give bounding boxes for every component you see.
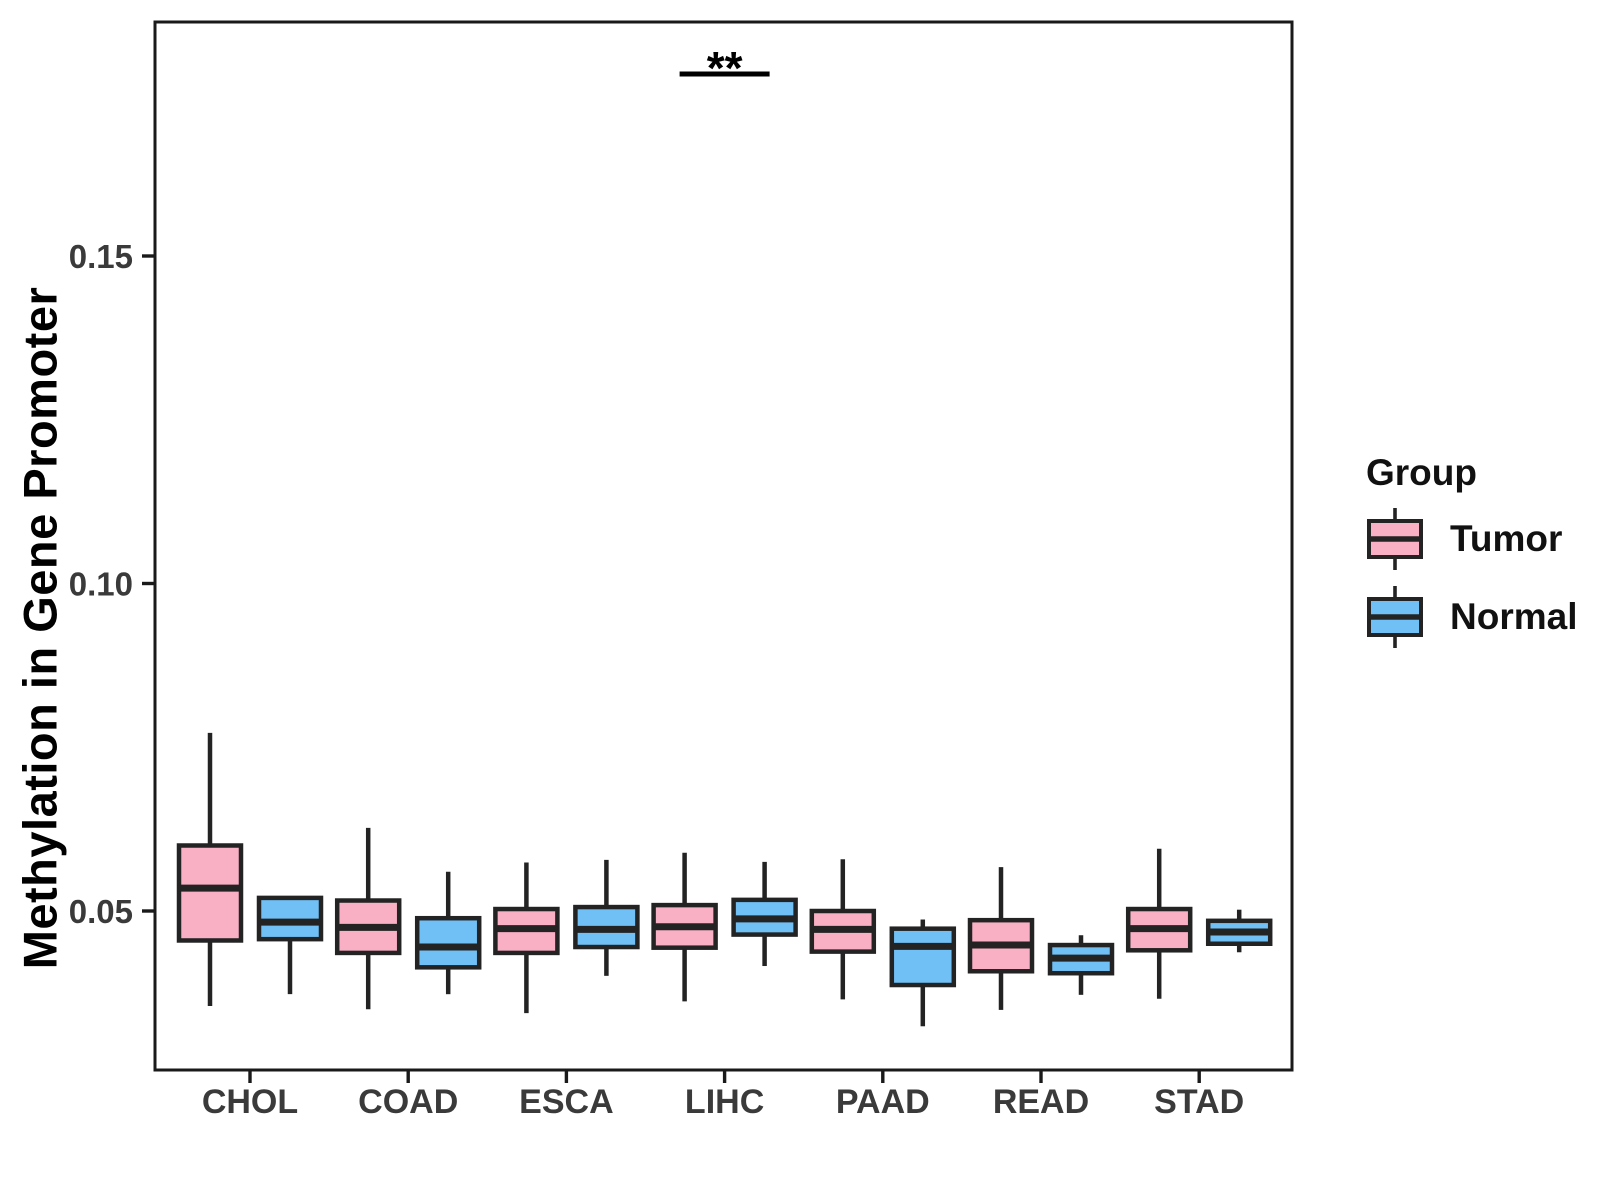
legend-item-normal: Normal xyxy=(1366,584,1577,650)
legend-label-normal: Normal xyxy=(1450,596,1578,637)
y-tick-label: 0.15 xyxy=(69,238,133,275)
x-tick-label: PAAD xyxy=(836,1083,930,1121)
y-tick-label: 0.10 xyxy=(69,566,133,603)
x-tick-label: STAD xyxy=(1154,1083,1244,1121)
x-tick-label: LIHC xyxy=(685,1083,764,1121)
x-tick-label: CHOL xyxy=(202,1083,298,1121)
x-tick-label: ESCA xyxy=(519,1083,613,1121)
legend-title: Group xyxy=(1366,452,1477,493)
normal-boxplot-glyph-icon xyxy=(1367,586,1423,648)
legend-label-tumor: Tumor xyxy=(1450,518,1563,559)
y-tick-label: 0.05 xyxy=(69,893,133,930)
legend: Group Tumor Normal xyxy=(1366,452,1577,650)
x-tick-label: READ xyxy=(993,1083,1089,1121)
normal-box-paad xyxy=(889,926,957,988)
plot-panel-border xyxy=(153,20,1294,1072)
normal-box-coad xyxy=(414,915,482,970)
normal-box-chol xyxy=(256,895,324,942)
y-axis-title: Methylation in Gene Promoter xyxy=(13,286,67,970)
tumor-box-chol xyxy=(176,843,244,943)
legend-item-tumor: Tumor xyxy=(1366,506,1577,572)
tumor-boxplot-glyph-icon xyxy=(1367,508,1423,570)
significance-label: ** xyxy=(707,42,743,94)
x-tick-label: COAD xyxy=(358,1083,458,1121)
